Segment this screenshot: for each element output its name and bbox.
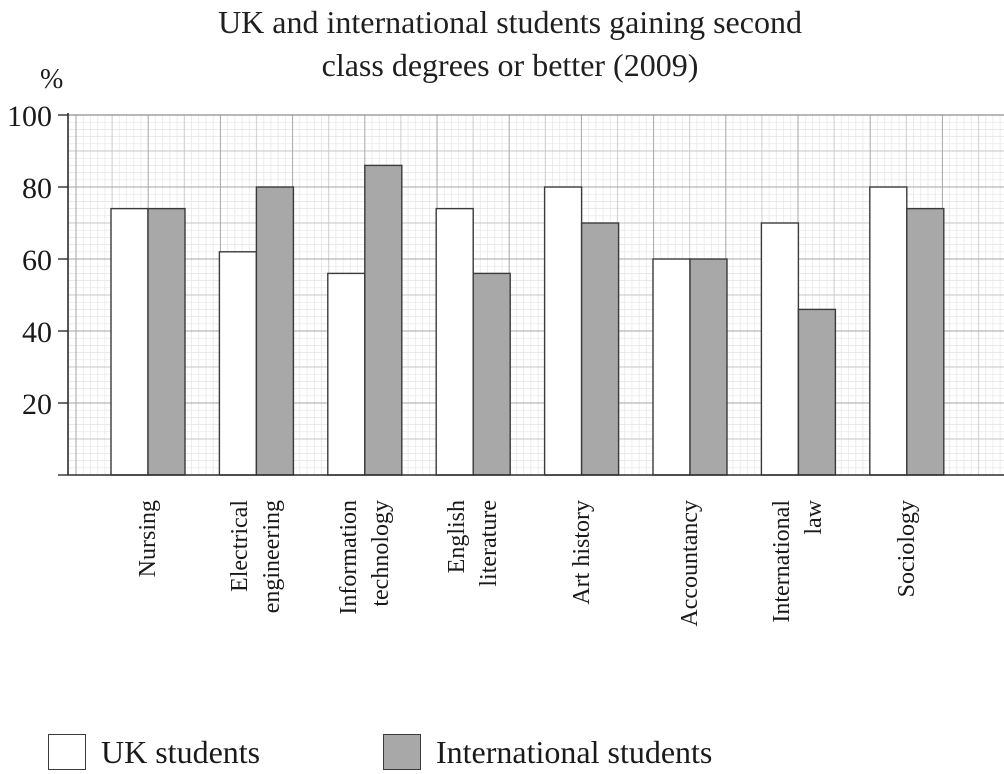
bar-group-english-literature <box>435 207 511 476</box>
bar-uk-students-sociology <box>869 186 908 476</box>
y-tick-label-20: 20 <box>22 388 52 421</box>
bar-uk-students-art-history <box>543 186 583 476</box>
bar-group-nursing <box>110 207 186 476</box>
bar-international-students-electrical-engineering <box>255 186 295 476</box>
bar-uk-students-international-law <box>760 222 800 476</box>
bar-international-students-information-technology <box>364 164 403 476</box>
legend-item-uk-students: UK students <box>48 734 260 770</box>
bar-group-international-law <box>760 222 837 476</box>
x-tick-label-accountancy: Accountancy <box>677 500 703 627</box>
bar-international-students-art-history <box>580 222 620 476</box>
legend-swatch-uk-students <box>48 734 86 770</box>
x-tick-label-international-law: International law <box>769 500 828 623</box>
legend-item-international-students: International students <box>383 734 712 770</box>
legend-label-international-students: International students <box>436 734 713 770</box>
bar-group-sociology <box>869 186 945 476</box>
x-tick-label-sociology: Sociology <box>893 500 920 598</box>
x-tick-label-nursing: Nursing <box>135 500 161 578</box>
legend-label-uk-students: UK students <box>101 734 261 770</box>
bar-group-information-technology <box>327 164 403 476</box>
bar-uk-students-information-technology <box>327 272 366 476</box>
y-axis-ticks: 20 40 60 80 100 <box>7 100 68 476</box>
legend-swatch-international-students <box>383 734 421 770</box>
x-tick-label-information-technology: Information technology <box>335 500 394 615</box>
bar-group-art-history <box>543 186 620 476</box>
y-tick-label-40: 40 <box>22 316 52 349</box>
bar-international-students-sociology <box>906 207 945 476</box>
y-tick-label-80: 80 <box>22 172 52 205</box>
bar-international-students-accountancy <box>689 258 728 476</box>
bar-international-students-nursing <box>147 207 186 476</box>
bar-group-accountancy <box>652 258 728 476</box>
x-tick-label-english-literature: English literature <box>444 500 503 587</box>
chart-title: UK and international students gaining se… <box>218 4 802 83</box>
bar-uk-students-english-literature <box>435 207 474 476</box>
y-tick-label-60: 60 <box>22 244 52 277</box>
y-axis-label: % <box>40 64 63 95</box>
x-tick-label-art-history: Art history <box>568 500 595 605</box>
y-tick-label-100: 100 <box>7 100 52 133</box>
bar-international-students-international-law <box>797 308 837 476</box>
x-tick-label-electrical-engineering: Electrical engineering <box>227 500 286 614</box>
